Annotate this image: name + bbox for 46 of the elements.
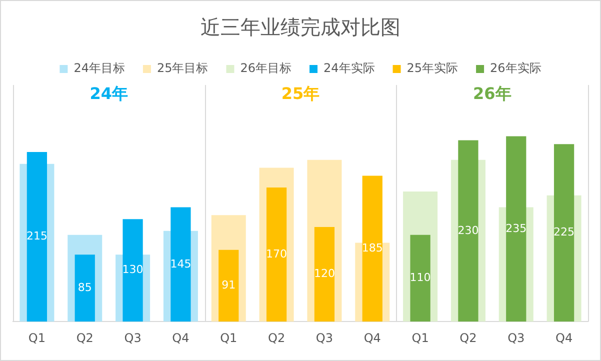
legend-label: 24年目标 (74, 61, 125, 76)
data-label: 230 (458, 224, 479, 237)
legend-label: 26年实际 (490, 61, 542, 76)
data-label: 91 (222, 278, 236, 292)
x-tick-label: Q4 (172, 330, 190, 345)
legend-label: 24年实际 (324, 61, 375, 76)
data-label: 235 (506, 222, 527, 235)
legend-label: 26年目标 (240, 61, 292, 76)
bar (122, 219, 143, 322)
bar (26, 152, 48, 322)
x-tick-label: Q1 (220, 330, 238, 345)
annotation: 25年 (281, 84, 320, 104)
data-label: 85 (78, 280, 92, 294)
bar (266, 188, 287, 322)
bar (74, 254, 95, 322)
x-tick-label: Q3 (508, 330, 525, 345)
x-tick-label: Q2 (268, 330, 286, 345)
bar (218, 250, 239, 322)
bar (362, 176, 382, 322)
bar (506, 136, 526, 322)
bar (170, 207, 191, 322)
bar (410, 234, 430, 322)
data-label: 110 (410, 271, 431, 284)
bar (554, 144, 574, 322)
data-label: 185 (362, 242, 383, 255)
data-label: 215 (26, 230, 48, 243)
annotation: 26年 (473, 84, 512, 104)
x-tick-label: Q1 (28, 330, 46, 345)
x-tick-label: Q3 (124, 330, 142, 345)
data-label: 145 (170, 257, 192, 270)
legend-label: 25年实际 (406, 61, 458, 76)
bar (314, 226, 335, 322)
x-tick-label: Q4 (555, 330, 573, 345)
bar (458, 140, 478, 322)
chart-title: 近三年业绩完成对比图 (200, 15, 400, 40)
data-label: 130 (122, 263, 144, 276)
data-label: 120 (314, 267, 335, 280)
annotation: 24年 (90, 84, 128, 104)
x-tick-label: Q4 (364, 330, 381, 345)
x-tick-label: Q2 (460, 330, 477, 345)
x-tick-label: Q1 (412, 330, 429, 345)
legend-label: 25年目标 (156, 61, 208, 76)
x-tick-label: Q2 (76, 330, 94, 345)
data-label: 170 (266, 247, 288, 260)
data-label: 225 (554, 226, 575, 239)
x-tick-label: Q3 (316, 330, 334, 345)
